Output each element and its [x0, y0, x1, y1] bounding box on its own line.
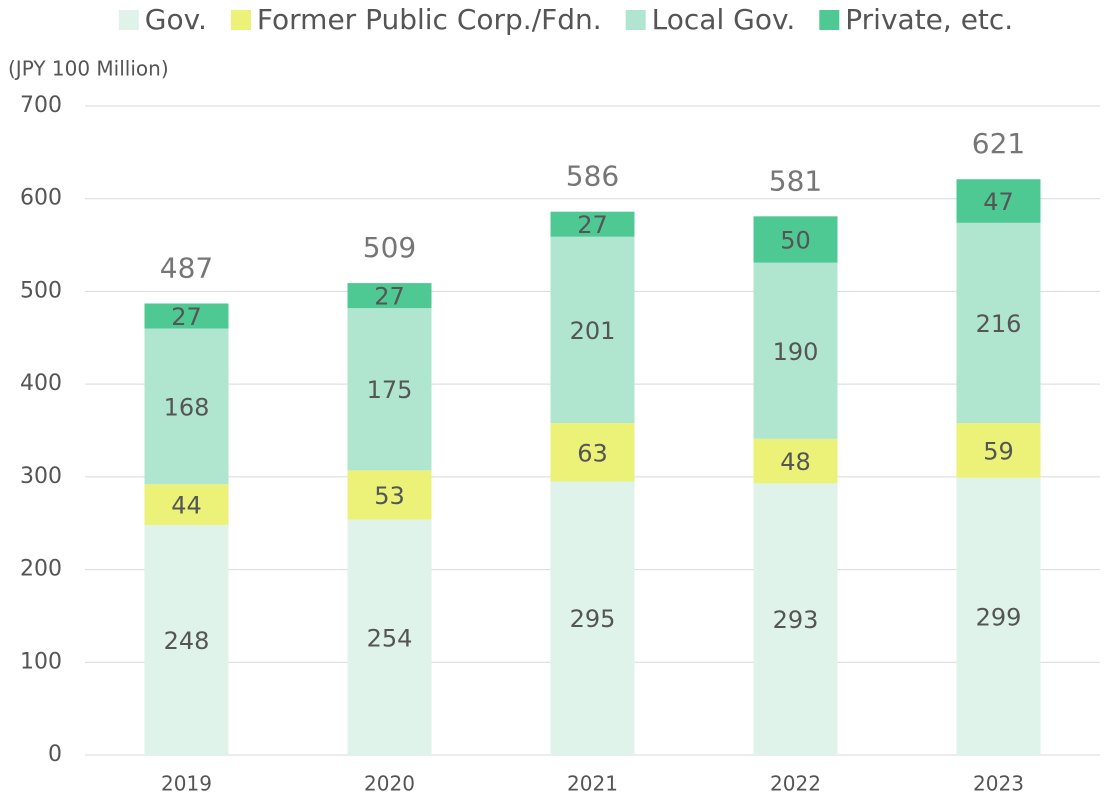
total-label: 487 — [160, 251, 213, 284]
y-tick-label: 200 — [20, 557, 62, 582]
bar-segment — [753, 483, 838, 755]
y-axis-label: (JPY 100 Million) — [8, 57, 169, 81]
legend-label: Private, etc. — [845, 3, 1013, 36]
y-tick-label: 100 — [20, 649, 62, 674]
bar-segment — [347, 308, 432, 471]
x-tick-label: 2023 — [973, 772, 1024, 796]
value-label: 168 — [164, 393, 210, 421]
y-tick-label: 300 — [20, 464, 62, 489]
bar-segment — [550, 481, 635, 755]
value-label: 50 — [780, 227, 811, 255]
bar-segment — [550, 423, 635, 482]
y-tick-label: 700 — [20, 93, 62, 118]
total-label: 581 — [769, 164, 822, 197]
value-label: 27 — [374, 283, 405, 311]
legend-label: Former Public Corp./Fdn. — [257, 3, 602, 36]
value-label: 53 — [374, 482, 405, 510]
x-tick-label: 2022 — [770, 772, 821, 796]
bar-segment — [753, 216, 838, 263]
value-label: 248 — [164, 627, 210, 655]
bar-segment — [753, 262, 838, 439]
x-tick-label: 2019 — [161, 772, 212, 796]
value-label: 59 — [983, 437, 1014, 465]
value-label: 44 — [171, 492, 202, 520]
bar-segment — [956, 179, 1041, 223]
bar-segment — [956, 423, 1041, 478]
legend-swatch — [819, 10, 840, 30]
bar-segment — [753, 438, 838, 484]
value-label: 175 — [367, 376, 413, 404]
y-tick-label: 0 — [48, 742, 62, 767]
y-tick-label: 500 — [20, 278, 62, 303]
bar-segment — [550, 236, 635, 424]
y-tick-label: 400 — [20, 371, 62, 396]
y-tick-label: 600 — [20, 186, 62, 211]
bar-segment — [347, 519, 432, 755]
value-label: 27 — [577, 211, 608, 239]
bar-segment — [347, 470, 432, 520]
value-label: 190 — [773, 338, 819, 366]
value-label: 63 — [577, 439, 608, 467]
legend-swatch — [230, 10, 251, 30]
x-tick-label: 2020 — [364, 772, 415, 796]
value-label: 47 — [983, 188, 1014, 216]
legend-label: Gov. — [145, 3, 207, 36]
value-label: 254 — [367, 624, 413, 652]
bar-segment — [144, 525, 229, 755]
value-label: 48 — [780, 448, 811, 476]
total-label: 509 — [363, 231, 416, 264]
value-label: 201 — [570, 317, 616, 345]
value-label: 295 — [570, 605, 616, 633]
total-label: 621 — [972, 127, 1025, 160]
total-label: 586 — [566, 160, 619, 193]
bar-segment — [347, 283, 432, 309]
bar-segment — [550, 211, 635, 237]
bar-segment — [956, 477, 1041, 755]
value-label: 299 — [976, 603, 1022, 631]
value-label: 216 — [976, 310, 1022, 338]
legend-label: Local Gov. — [652, 3, 796, 36]
value-label: 293 — [773, 606, 819, 634]
legend-swatch — [625, 10, 646, 30]
bar-segment — [144, 328, 229, 485]
value-label: 27 — [171, 303, 202, 331]
bar-segment — [144, 303, 229, 329]
bar-segment — [956, 222, 1041, 424]
bar-segment — [144, 484, 229, 526]
legend-swatch — [118, 10, 139, 30]
x-tick-label: 2021 — [567, 772, 618, 796]
